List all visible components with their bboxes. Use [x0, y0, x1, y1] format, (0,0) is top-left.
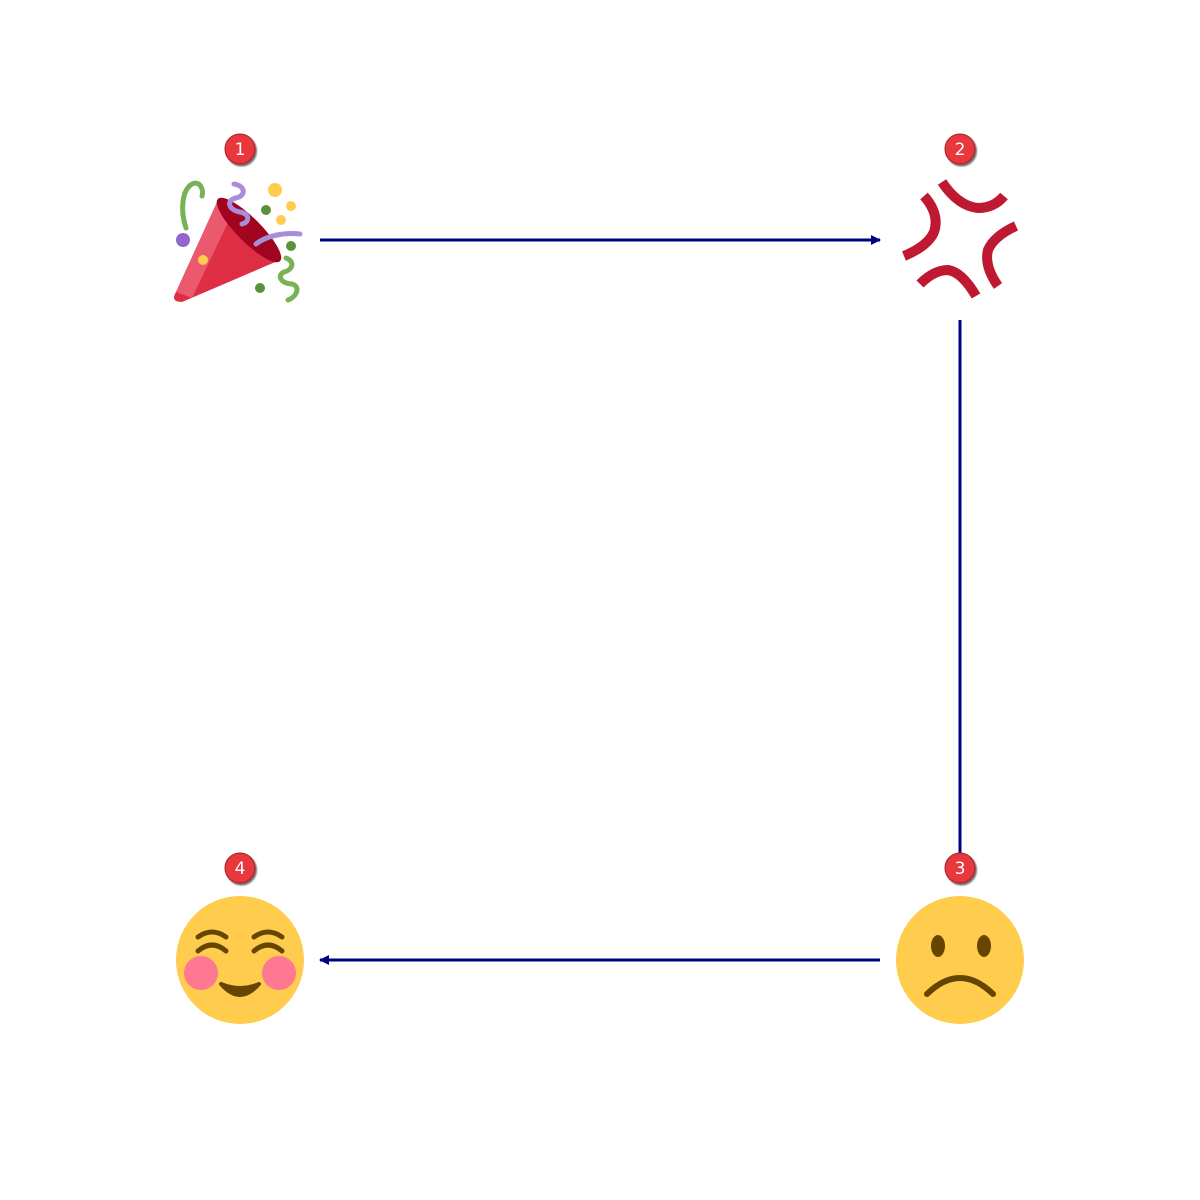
step-badge-3: 3	[944, 852, 976, 884]
smiling-face-icon	[176, 896, 304, 1024]
step-number-3: 3	[955, 859, 966, 879]
slightly-frowning-face-icon	[896, 896, 1024, 1024]
party-popper-icon	[174, 180, 303, 303]
step-number-2: 2	[955, 140, 966, 160]
step-number-4: 4	[235, 859, 246, 879]
step-badge-4: 4	[224, 852, 256, 884]
anger-symbol-icon	[902, 179, 1019, 299]
step-badge-2: 2	[944, 133, 976, 165]
step-number-1: 1	[235, 140, 246, 160]
step-badge-1: 1	[224, 133, 256, 165]
